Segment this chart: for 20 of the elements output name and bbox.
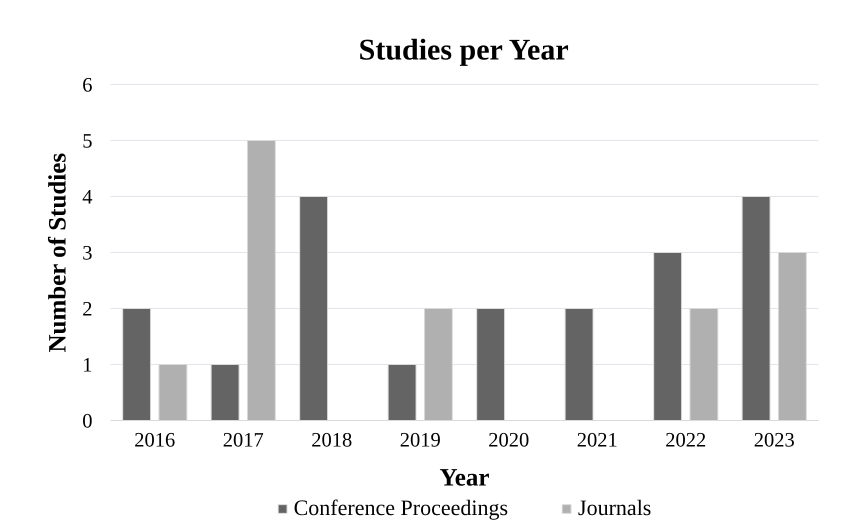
y-tick-label: 3 [82,242,92,264]
y-tick-label: 1 [82,354,92,376]
x-tick-label: 2016 [134,430,176,452]
y-axis-title: Number of Studies [44,152,72,353]
x-axis-title: Year [440,464,490,492]
x-tick-label: 2020 [488,430,530,452]
x-tick-label: 2017 [222,430,264,452]
y-tick-label: 2 [82,298,92,320]
legend-label: Conference Proceedings [294,495,508,521]
y-tick-label: 0 [82,410,92,432]
x-tick-label: 2022 [665,430,706,452]
y-tick-label: 6 [82,74,92,96]
x-tick-label: 2023 [754,430,795,452]
y-tick-label: 5 [82,130,92,152]
x-tick-label: 2021 [576,430,618,452]
x-tick-label: 2018 [311,430,352,452]
legend-label: Journals [578,495,652,521]
y-tick-label: 4 [82,186,92,208]
chart-title: Studies per Year [358,34,569,66]
x-tick-label: 2019 [400,430,441,452]
